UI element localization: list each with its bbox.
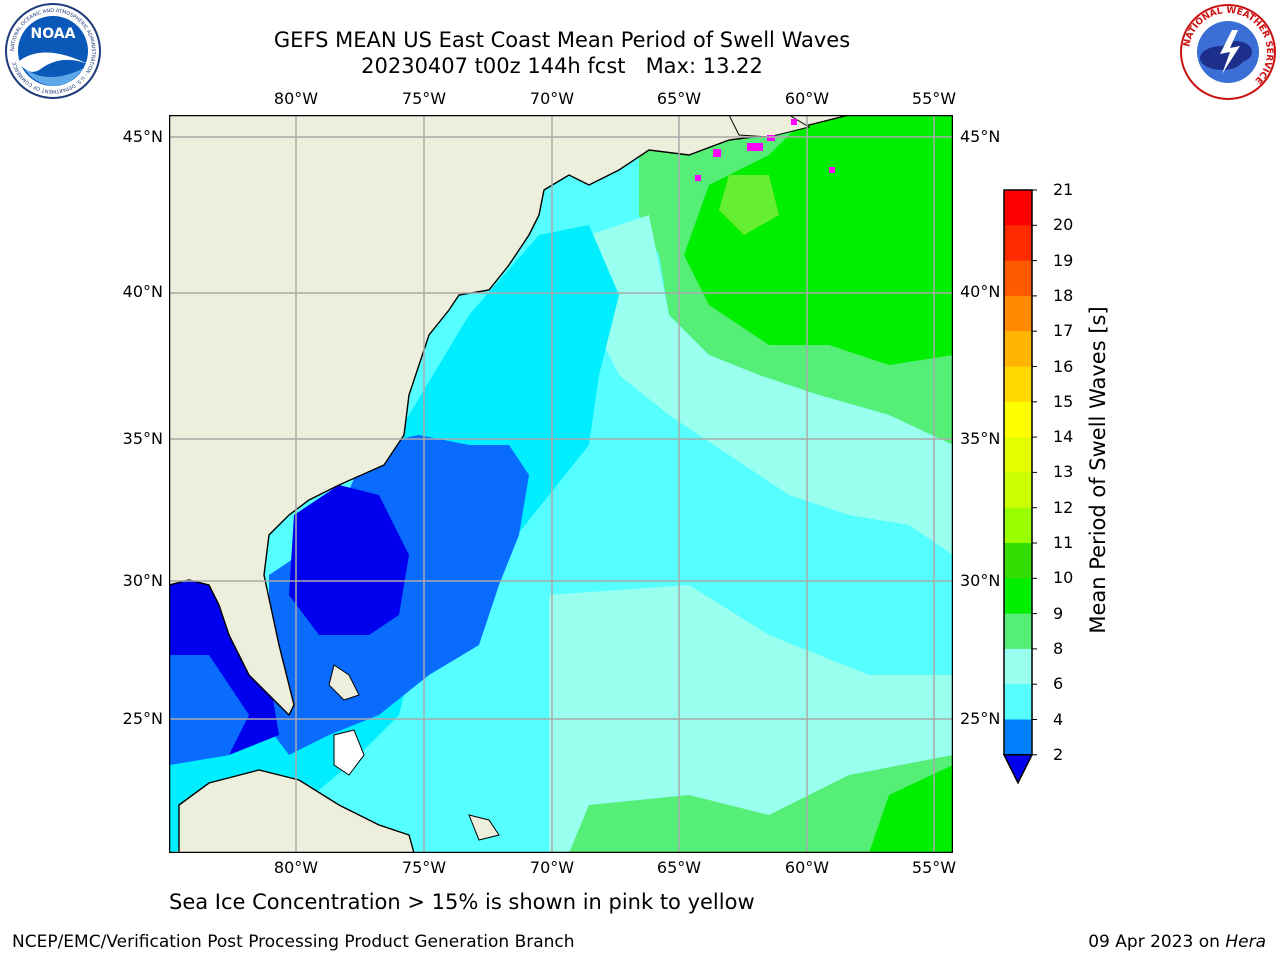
lat-label-35n-left: 35°N (122, 429, 163, 448)
max-value: Max: 13.22 (645, 54, 763, 78)
bahamas-island-3 (468, 814, 500, 841)
colorbar-box (1004, 366, 1032, 403)
sea-ice-patch (747, 143, 763, 151)
lat-label-45n-right: 45°N (960, 127, 1001, 146)
sea-ice-patch (713, 149, 721, 157)
lon-label-60w-bottom: 60°W (784, 858, 830, 877)
lon-label-55w-top: 55°W (911, 89, 957, 108)
colorbar-box (1004, 578, 1032, 615)
colorbar-tick-label: 10 (1053, 568, 1074, 588)
colorbar-tick-label: 17 (1053, 321, 1074, 341)
lat-label-30n-left: 30°N (122, 571, 163, 590)
colorbar-tick-label: 9 (1053, 603, 1064, 623)
colorbar-box (1004, 401, 1032, 438)
lon-label-55w-bottom: 55°W (911, 858, 957, 877)
lon-label-80w-bottom: 80°W (273, 858, 319, 877)
lon-label-75w-bottom: 75°W (401, 858, 447, 877)
svg-text:NOAA: NOAA (31, 26, 76, 42)
colorbar-tick-label: 19 (1053, 250, 1074, 270)
colorbar-tick-label: 2 (1053, 744, 1064, 764)
colorbar-box (1004, 331, 1032, 367)
lat-label-30n-right: 30°N (960, 571, 1001, 590)
sea-ice-patch (791, 119, 797, 125)
colorbar-box (1004, 543, 1032, 579)
colorbar-box (1004, 507, 1032, 544)
colorbar-box (1004, 437, 1032, 473)
us-landmass (169, 115, 850, 717)
colorbar-box (1004, 260, 1032, 297)
colorbar-tick-label: 6 (1053, 674, 1064, 694)
colorbar-box (1004, 190, 1032, 226)
colorbar-box (1004, 613, 1032, 650)
graticule (169, 115, 953, 853)
lat-label-45n-left: 45°N (122, 127, 163, 146)
colorbar-tick-label: 20 (1053, 215, 1074, 235)
colorbar-box (1004, 648, 1032, 685)
sea-ice-patch (695, 175, 701, 181)
colorbar-box (1004, 684, 1032, 720)
footer-date: 09 Apr 2023 on Hera (1088, 932, 1266, 952)
swell-zone-yellow-green (719, 175, 779, 235)
nws-logo: NATIONAL WEATHER SERVICE (1180, 4, 1276, 100)
lon-label-70w-bottom: 70°W (529, 858, 575, 877)
lon-label-70w-top: 70°W (529, 89, 575, 108)
bahamas-island-2 (328, 664, 360, 701)
swell-zone-deep-blue-east (289, 485, 409, 635)
lon-label-80w-top: 80°W (273, 89, 319, 108)
colorbar-tick-label: 21 (1053, 180, 1074, 199)
noaa-logo: NOAA NATIONAL OCEANIC AND ATMOSPHERIC AD… (5, 3, 101, 99)
swell-zone-pale-cyan-north (589, 215, 953, 555)
colorbar-tick-label: 14 (1053, 427, 1074, 447)
lon-label-60w-top: 60°W (784, 89, 830, 108)
swell-zone-blue-gulf (169, 655, 249, 765)
colorbar-title: Mean Period of Swell Waves [s] (1086, 306, 1110, 634)
lat-label-25n-right: 25°N (960, 709, 1001, 728)
colorbar-tick-label: 16 (1053, 356, 1074, 376)
lat-label-25n-left: 25°N (122, 709, 163, 728)
colorbar-tick-label: 11 (1053, 533, 1074, 552)
maritimes-land (728, 115, 811, 138)
bahamas-island-1 (333, 729, 365, 776)
colorbar-tick-label: 18 (1053, 285, 1074, 305)
footer-credit: NCEP/EMC/Verification Post Processing Pr… (12, 932, 575, 952)
swell-period-map (169, 115, 953, 853)
colorbar-tick-label: 12 (1053, 497, 1074, 517)
sea-ice-note: Sea Ice Concentration > 15% is shown in … (169, 890, 755, 914)
lon-label-65w-bottom: 65°W (656, 858, 702, 877)
map-subtitle: 20230407 t00z 144h fcst Max: 13.22 (162, 53, 962, 79)
lat-label-40n-left: 40°N (122, 282, 163, 301)
lon-label-75w-top: 75°W (401, 89, 447, 108)
footer-date-text: 09 Apr 2023 on (1088, 932, 1226, 952)
colorbar-tick-label: 15 (1053, 391, 1074, 411)
swell-zone-green-south (569, 755, 953, 853)
colorbar (1003, 189, 1037, 784)
colorbar-box (1004, 295, 1032, 332)
map-frame (169, 115, 953, 853)
forecast-date: 20230407 t00z 144h fcst (361, 54, 626, 78)
colorbar-box (1004, 719, 1032, 755)
colorbar-extend-triangle (1003, 754, 1034, 784)
colorbar-tick-label: 4 (1053, 709, 1064, 729)
colorbar-tick-label: 8 (1053, 638, 1064, 658)
lon-label-65w-top: 65°W (656, 89, 702, 108)
sea-ice-patch (829, 167, 835, 173)
colorbar-box (1004, 225, 1032, 262)
colorbar-tick-label: 13 (1053, 462, 1074, 482)
lat-label-35n-right: 35°N (960, 429, 1001, 448)
colorbar-box (1004, 472, 1032, 509)
footer-host: Hera (1225, 932, 1266, 952)
map-title: GEFS MEAN US East Coast Mean Period of S… (273, 28, 851, 52)
lat-label-40n-right: 40°N (960, 282, 1001, 301)
swell-zone-bright-green-south (869, 765, 953, 853)
sea-ice-patch (767, 135, 775, 141)
